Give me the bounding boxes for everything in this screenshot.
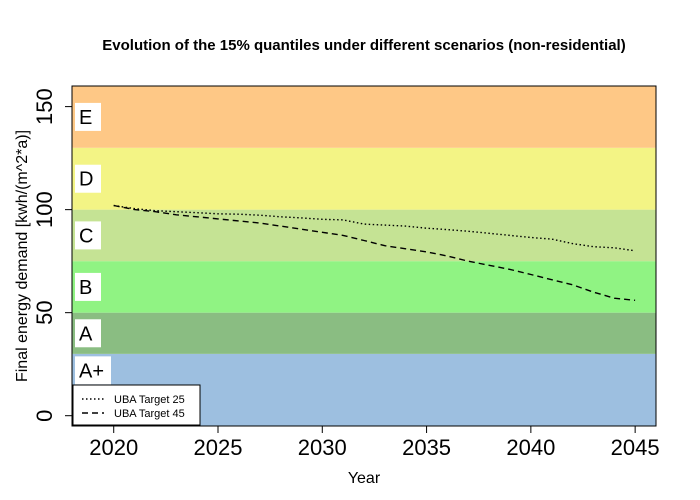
x-tick-label: 2040 — [506, 435, 555, 460]
legend-label: UBA Target 25 — [114, 394, 185, 406]
y-tick-label: 50 — [32, 300, 57, 324]
band-label-box — [75, 319, 101, 348]
band-label-box — [75, 272, 101, 301]
band-1 — [72, 312, 656, 354]
y-tick-label: 100 — [32, 191, 57, 228]
band-label-box — [75, 221, 101, 250]
band-4 — [72, 147, 656, 210]
x-tick-label: 2035 — [402, 435, 451, 460]
legend: UBA Target 25 UBA Target 45 — [72, 384, 201, 426]
band-label-box — [75, 164, 101, 193]
x-tick-label: 2020 — [89, 435, 138, 460]
band-label: D — [79, 169, 93, 191]
series-line-0 — [113, 204, 636, 252]
band-label-box — [75, 356, 111, 385]
legend-box — [72, 384, 201, 426]
band-label: B — [79, 277, 92, 299]
band-label: A — [79, 323, 93, 345]
x-tick-label: 2030 — [298, 435, 347, 460]
x-tick-label: 2045 — [611, 435, 660, 460]
axes: 2020 2025 2030 2035 2040 2045 0 50 100 150 — [32, 88, 660, 460]
legend-label: UBA Target 45 — [114, 408, 185, 420]
x-axis-label: Year — [348, 470, 381, 487]
chart-title: Evolution of the 15% quantiles under dif… — [102, 37, 625, 54]
band-5 — [72, 86, 656, 148]
series-line-1 — [113, 204, 636, 301]
x-tick-label: 2025 — [194, 435, 243, 460]
band-2 — [72, 261, 656, 313]
band-label: A+ — [79, 360, 104, 382]
band-label: E — [79, 107, 92, 129]
y-tick-label: 0 — [32, 410, 57, 422]
band-label-box — [75, 102, 101, 131]
y-tick-label: 150 — [32, 88, 57, 125]
band-3 — [72, 209, 656, 262]
series-lines — [113, 204, 636, 301]
rating-bands: A+ A B C D E — [72, 86, 656, 426]
y-axis-label: Final energy demand [kwh/(m^2*a)] — [14, 130, 31, 382]
band-label: C — [79, 225, 93, 247]
